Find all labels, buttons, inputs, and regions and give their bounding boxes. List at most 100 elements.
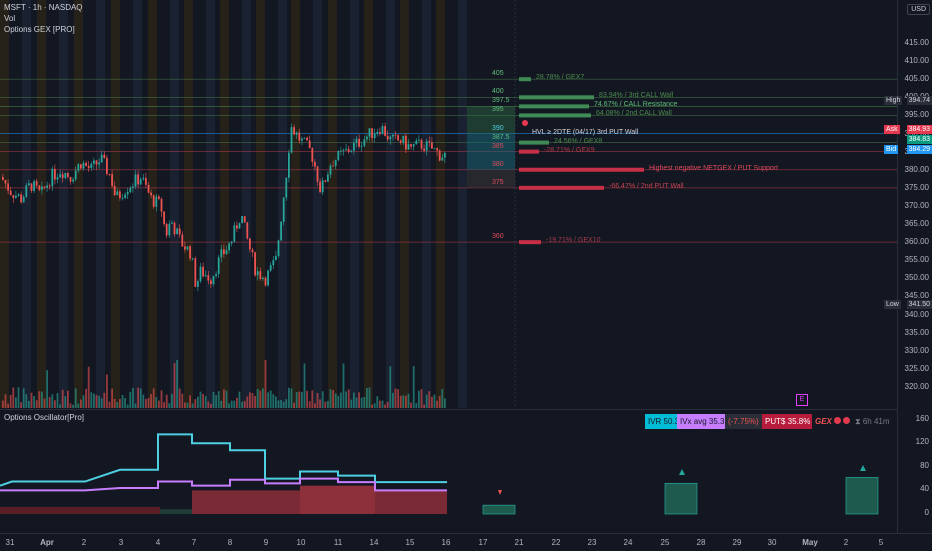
hourglass-icon: ⧗ <box>855 417 861 426</box>
gex-bar <box>519 240 541 245</box>
volume-bar <box>254 395 256 408</box>
volume-bar <box>160 390 163 408</box>
premarket-band <box>256 0 265 408</box>
volume-bar <box>12 387 15 408</box>
candle-body <box>61 174 64 178</box>
candle-body <box>72 179 74 182</box>
iv-line <box>0 477 447 492</box>
volume-bar <box>186 402 189 408</box>
afterhours-band <box>133 0 142 408</box>
candle-body <box>285 177 288 198</box>
candle-body <box>74 170 77 180</box>
high-value: 394.74 <box>906 96 932 105</box>
afterhours-band <box>170 0 179 408</box>
volume-bar <box>259 390 262 408</box>
candle-body <box>116 191 119 196</box>
oscillator-tick: 40 <box>920 484 929 494</box>
ask-label: Ask <box>884 125 900 134</box>
candle-body <box>85 162 87 166</box>
volume-bar <box>436 400 438 408</box>
gex-indicator-legend[interactable]: Options GEX [PRO] <box>4 25 75 34</box>
price-chart-pane[interactable]: MSFT · 1h · NASDAQ Vol Options GEX [PRO]… <box>0 0 897 408</box>
candle-body <box>243 216 246 223</box>
volume-bar <box>178 388 181 408</box>
volume-bar <box>67 390 69 408</box>
earnings-marker[interactable]: E <box>796 394 808 406</box>
symbol-legend[interactable]: MSFT · 1h · NASDAQ <box>4 3 83 12</box>
candle-body <box>87 165 90 169</box>
candle-body <box>329 165 332 175</box>
candle-body <box>163 211 165 224</box>
volume-bar <box>332 390 334 408</box>
options-oscillator-pane[interactable]: Options Oscillator[Pro] <box>0 409 897 534</box>
candle-body <box>223 249 225 254</box>
ivr-badge: IVR 50.3 <box>645 414 683 429</box>
candle-body <box>363 139 366 146</box>
volume-bar <box>4 394 7 408</box>
candle-body <box>38 185 41 190</box>
candle-body <box>111 174 113 187</box>
volume-bar <box>238 391 241 408</box>
candle-body <box>236 225 238 229</box>
time-tick: 4 <box>155 538 161 547</box>
volume-legend[interactable]: Vol <box>4 14 16 23</box>
candle-body <box>22 196 25 203</box>
volume-bar <box>272 394 275 408</box>
volume-bar <box>41 391 43 408</box>
volume-bar <box>280 400 282 408</box>
volume-bar <box>358 392 360 408</box>
forecast-bar <box>664 482 698 515</box>
volume-bar <box>189 395 191 408</box>
volume-bar <box>394 388 397 408</box>
volume-bar <box>293 402 295 408</box>
volume-bar <box>251 393 254 408</box>
volume-bar <box>329 389 332 408</box>
candle-body <box>319 181 321 193</box>
oscillator-title[interactable]: Options Oscillator[Pro] <box>4 413 85 422</box>
candle-body <box>384 126 386 136</box>
candle-body <box>126 191 129 195</box>
candle-body <box>397 135 399 141</box>
volume-bar <box>321 391 324 408</box>
time-tick: 11 <box>333 538 343 547</box>
time-tick: 3 <box>118 538 124 547</box>
currency-button[interactable]: USD <box>907 4 930 15</box>
gex-dot-icon <box>834 417 842 424</box>
price-axis[interactable]: USD 415.00410.00405.00400.00395.00390.00… <box>897 0 932 533</box>
premarket-band <box>111 0 120 408</box>
volume-bar <box>347 389 350 408</box>
candle-body <box>425 141 428 151</box>
candle-body <box>290 127 293 153</box>
volume-bar <box>124 397 126 408</box>
oscillator-tick: 160 <box>915 413 929 423</box>
candle-body <box>25 185 28 197</box>
price-tick: 405.00 <box>904 74 929 84</box>
candle-body <box>150 192 152 196</box>
volume-bar <box>366 388 368 408</box>
candle-body <box>171 222 173 224</box>
candle-body <box>376 131 379 134</box>
volume-bar <box>152 388 155 408</box>
gex-level-text: -19.71% / GEX10 <box>546 237 601 245</box>
candle-body <box>314 161 316 167</box>
candle-body <box>280 221 282 241</box>
price-tick: 325.00 <box>904 363 929 373</box>
volume-bar <box>233 400 236 408</box>
candle-body <box>350 150 353 152</box>
candle-body <box>254 252 256 276</box>
volume-bar <box>441 389 444 408</box>
volume-bar <box>147 397 150 408</box>
price-tick: 370.00 <box>904 200 929 210</box>
volume-bar <box>363 396 366 408</box>
afterhours-band <box>386 0 395 408</box>
candle-body <box>215 273 217 276</box>
strike-label: 387.5 <box>492 133 510 141</box>
volume-bar <box>295 392 298 408</box>
ivx-line <box>0 433 447 487</box>
candle-body <box>316 166 319 182</box>
afterhours-band <box>350 0 359 408</box>
volume-bar <box>134 403 137 408</box>
price-tick: 365.00 <box>904 219 929 229</box>
afterhours-band <box>458 0 467 408</box>
time-axis[interactable]: 31 Apr 2 3 4 7 8 9 10 11 14 15 16 17 21 22 23 24 25 28 29 30 M… <box>0 533 932 551</box>
